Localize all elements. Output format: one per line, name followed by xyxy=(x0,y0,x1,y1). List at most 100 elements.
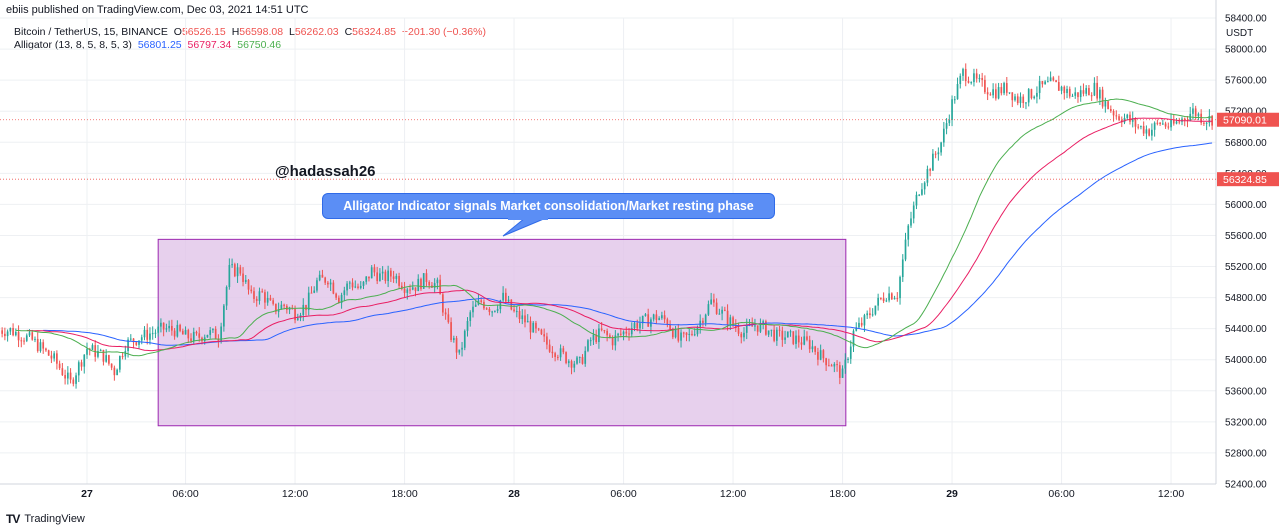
candle xyxy=(398,272,400,289)
candle-body xyxy=(266,297,269,303)
candle-body xyxy=(671,329,674,338)
candle xyxy=(942,121,945,147)
candle-body xyxy=(589,340,592,342)
candle xyxy=(507,295,510,304)
candle xyxy=(61,362,64,376)
candle xyxy=(400,282,403,291)
candle xyxy=(901,254,904,282)
candle xyxy=(666,317,669,328)
candle-body xyxy=(953,99,956,101)
candle-body xyxy=(56,353,58,364)
candle-body xyxy=(956,84,959,100)
candle-body xyxy=(529,320,532,333)
candle xyxy=(559,344,562,361)
candle xyxy=(1057,75,1060,91)
candle xyxy=(94,340,97,362)
candle-body xyxy=(726,310,729,325)
candle xyxy=(1151,123,1153,141)
candle-body xyxy=(450,322,452,341)
candle xyxy=(171,319,173,336)
candle-body xyxy=(1145,129,1148,134)
symbol-name[interactable]: Bitcoin / TetherUS, 15, BINANCE xyxy=(14,26,168,38)
candle xyxy=(803,329,806,346)
candle xyxy=(518,306,521,324)
candle-body xyxy=(778,329,781,331)
indicator-name[interactable]: Alligator (13, 8, 5, 8, 5, 3) xyxy=(14,39,132,51)
candle-body xyxy=(617,333,619,336)
candle xyxy=(64,369,66,385)
candle xyxy=(108,354,110,366)
candle-body xyxy=(25,335,28,341)
candle-body xyxy=(986,92,989,95)
candle xyxy=(866,310,869,319)
candle xyxy=(661,311,663,320)
candle-body xyxy=(655,314,658,320)
candle xyxy=(759,318,762,334)
candle-body xyxy=(1205,122,1208,124)
candle xyxy=(546,332,548,350)
candle xyxy=(918,194,921,197)
candle-body xyxy=(461,347,463,350)
candle-body xyxy=(343,290,346,295)
candle-body xyxy=(1107,101,1109,110)
candle xyxy=(450,317,452,343)
candle-body xyxy=(524,315,526,323)
high-label: H xyxy=(231,26,240,38)
candle-body xyxy=(537,328,540,330)
candle xyxy=(119,355,121,373)
candle xyxy=(915,191,918,210)
footer-brand[interactable]: TV TradingView xyxy=(6,512,85,526)
candle xyxy=(940,141,942,156)
candle xyxy=(890,292,893,301)
candle xyxy=(173,328,176,340)
candle-body xyxy=(288,308,291,310)
candle xyxy=(685,332,688,342)
candle-body xyxy=(923,182,926,190)
candle-body xyxy=(105,355,108,362)
price-tick-label: 55200.00 xyxy=(1225,262,1267,273)
candle-body xyxy=(1148,129,1150,136)
candle xyxy=(496,304,499,314)
unit-label: USDT xyxy=(1226,28,1253,39)
candle-body xyxy=(795,335,797,344)
candle-body xyxy=(507,299,510,302)
candle xyxy=(157,320,160,337)
candle xyxy=(956,77,959,100)
candle-body xyxy=(806,336,808,340)
candle xyxy=(195,330,198,336)
candle xyxy=(368,276,370,282)
candle-body xyxy=(277,309,280,312)
candle xyxy=(663,310,666,324)
candle-body xyxy=(296,318,299,321)
candle-body xyxy=(1063,86,1066,94)
candle-body xyxy=(984,79,986,93)
candle xyxy=(417,274,420,292)
candle xyxy=(540,328,543,336)
candle xyxy=(652,313,655,322)
candle xyxy=(1047,76,1049,83)
candle-body xyxy=(992,89,994,96)
candle-body xyxy=(981,78,984,80)
candle xyxy=(116,368,118,376)
candle-body xyxy=(609,335,611,338)
candle-body xyxy=(176,324,179,337)
price-tick-label: 56800.00 xyxy=(1225,138,1267,149)
candle-body xyxy=(1077,92,1079,98)
candle-body xyxy=(83,354,86,367)
candle-body xyxy=(964,68,967,82)
candle xyxy=(529,316,532,340)
candle xyxy=(573,360,576,373)
candle-body xyxy=(557,356,559,358)
candle xyxy=(146,323,149,345)
candle xyxy=(343,286,346,302)
candle xyxy=(247,279,250,295)
candle xyxy=(242,267,244,287)
candle xyxy=(721,306,723,321)
candle-body xyxy=(253,291,255,299)
callout-annotation[interactable]: Alligator Indicator signals Market conso… xyxy=(322,193,775,219)
candle xyxy=(474,300,477,308)
candle xyxy=(442,292,444,317)
candle-body xyxy=(901,259,904,278)
candle-body xyxy=(704,314,707,323)
